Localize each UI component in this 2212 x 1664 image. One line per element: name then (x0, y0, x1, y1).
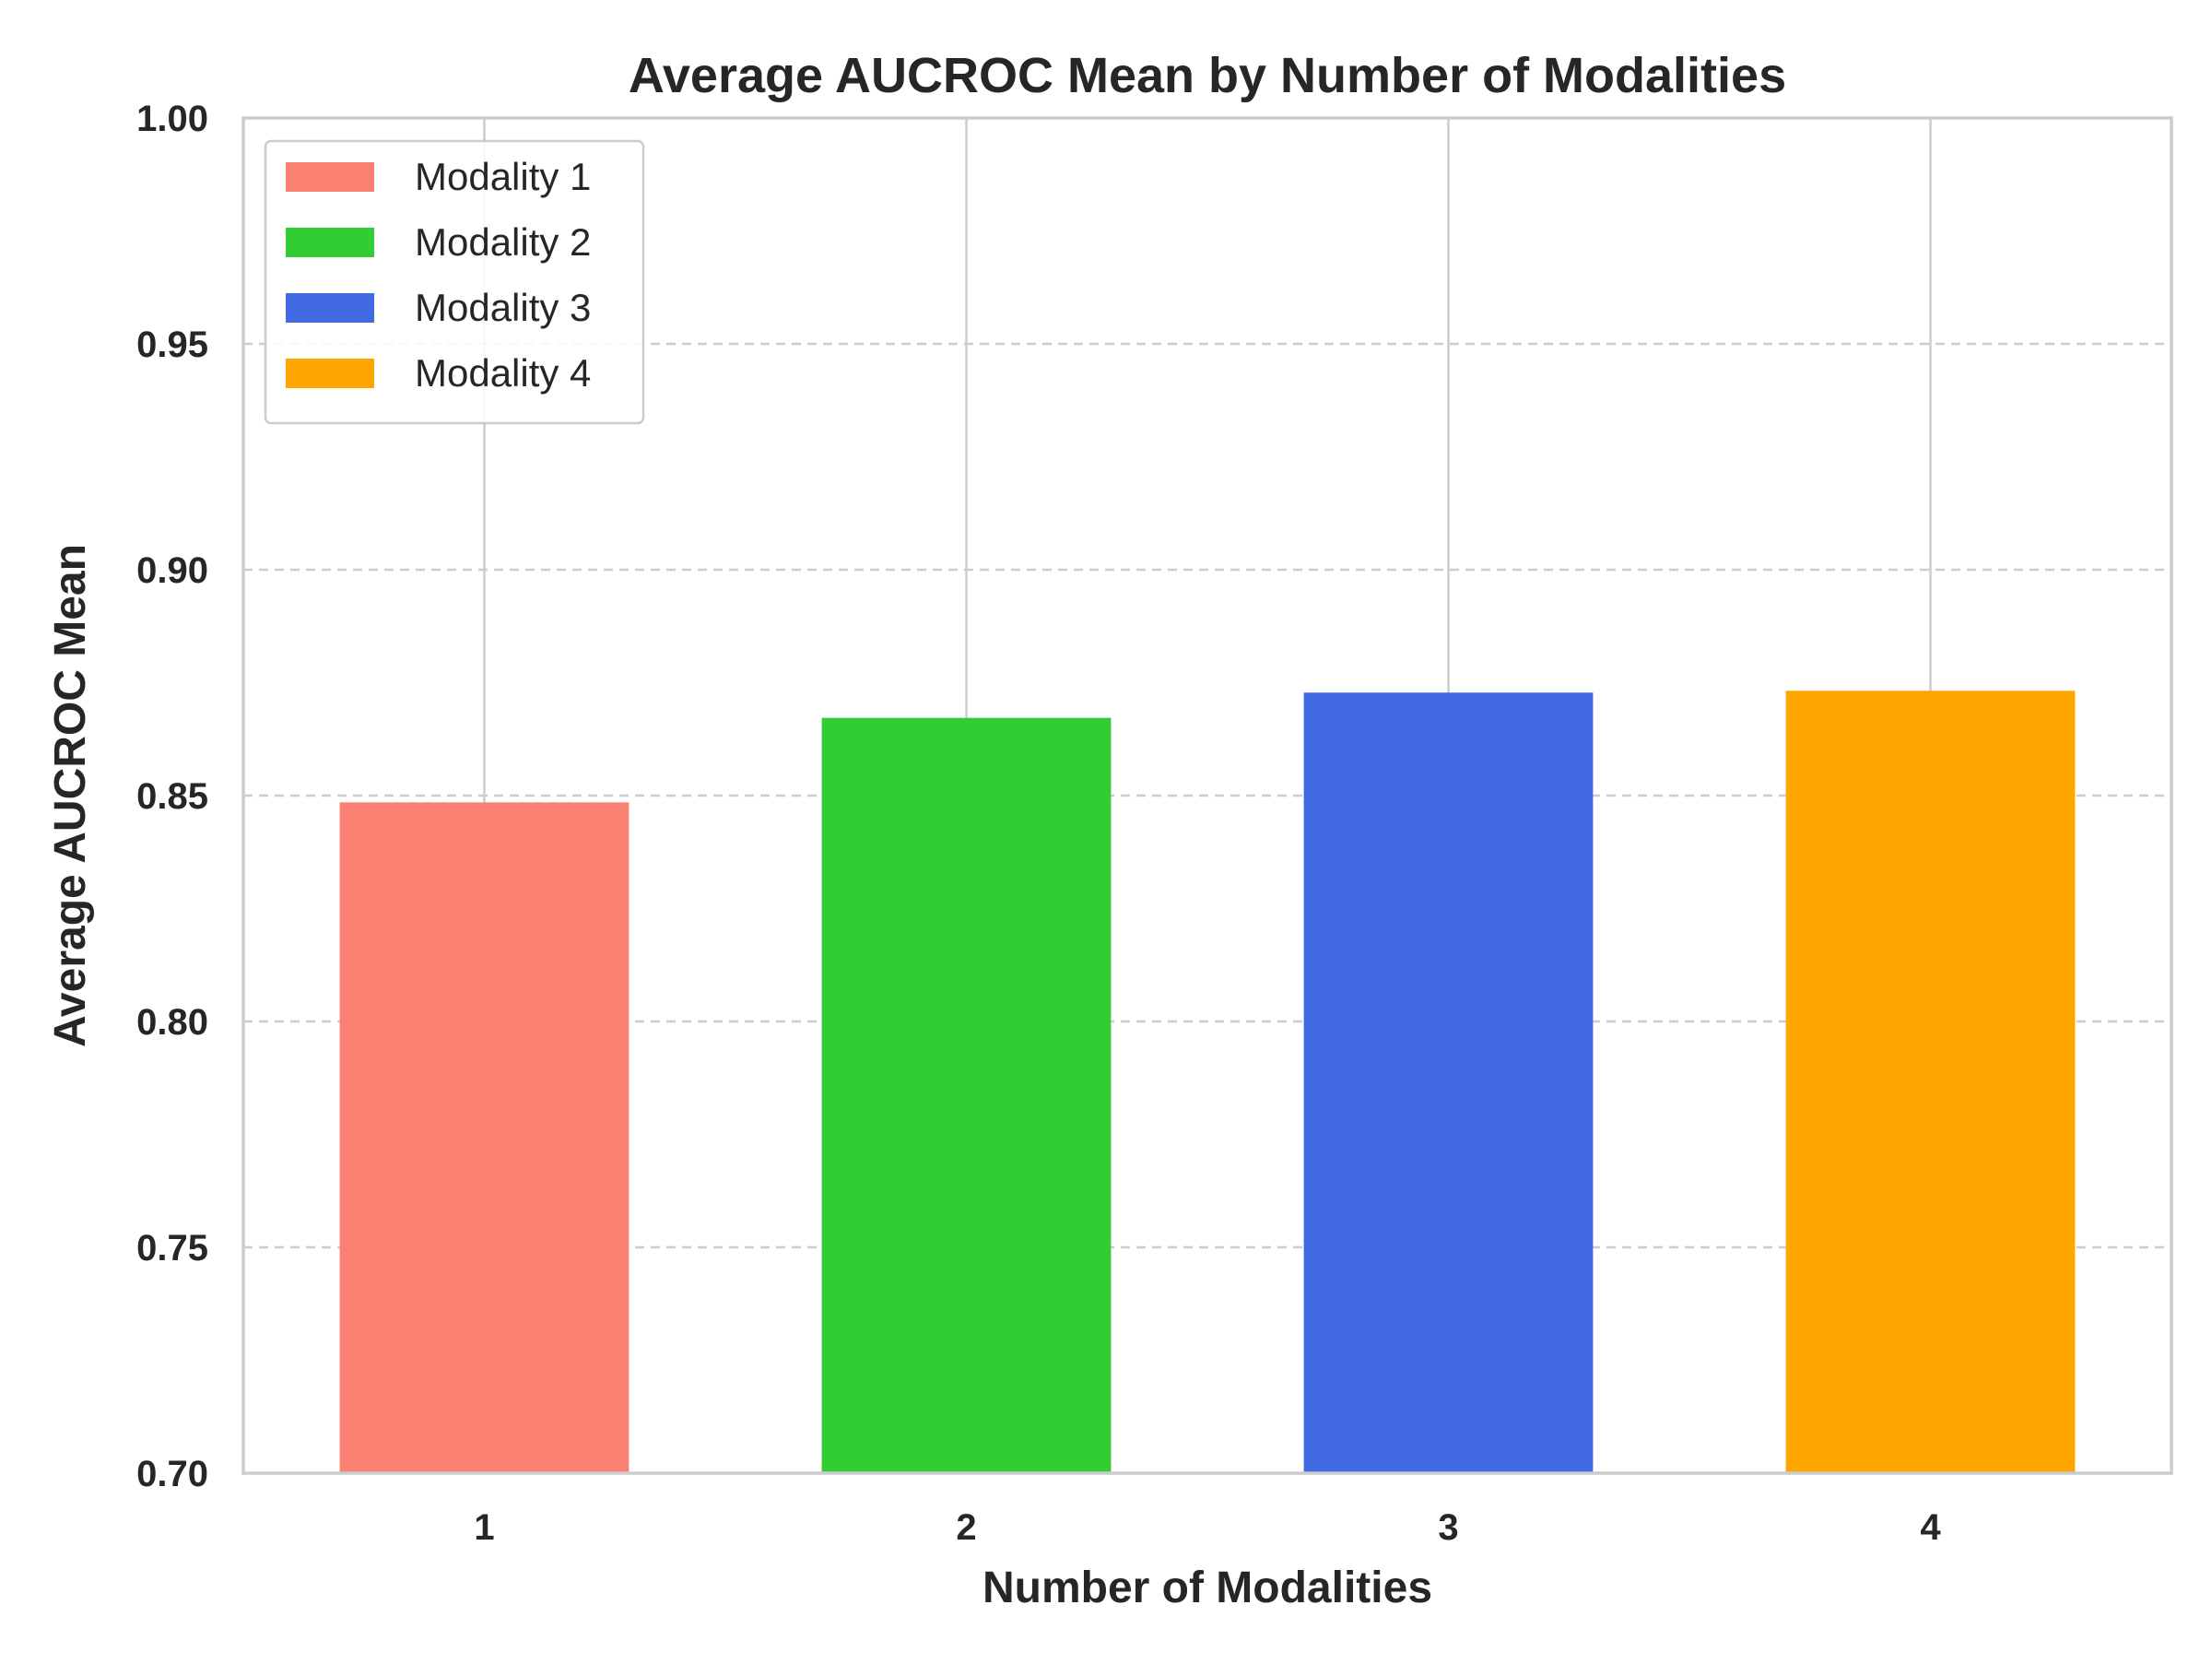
x-tick-label: 1 (474, 1507, 494, 1548)
legend-swatch (286, 359, 374, 388)
y-tick-label: 1.00 (136, 99, 208, 139)
plot-frame (241, 116, 2173, 1475)
bars (339, 690, 2076, 1473)
bar-modality-4[interactable] (1785, 690, 2076, 1473)
legend-swatch (286, 228, 374, 257)
legend-label: Modality 2 (415, 220, 591, 264)
x-tick-label: 4 (1920, 1507, 1941, 1548)
y-axis-label: Average AUCROC Mean (46, 544, 95, 1047)
y-tick-label: 0.80 (136, 1002, 208, 1043)
bar-modality-3[interactable] (1303, 692, 1594, 1473)
x-tick-label: 3 (1438, 1507, 1458, 1548)
y-tick-label: 0.70 (136, 1454, 208, 1494)
legend-label: Modality 1 (415, 155, 591, 198)
y-tick-label: 0.95 (136, 325, 208, 365)
y-tick-label: 0.75 (136, 1228, 208, 1269)
legend-box (264, 139, 645, 425)
x-tick-labels: 1 2 3 4 (474, 1507, 1941, 1548)
x-tick-label: 2 (956, 1507, 976, 1548)
y-tick-labels: 0.70 0.75 0.80 0.85 0.90 0.95 1.00 (136, 99, 208, 1494)
x-axis-label: Number of Modalities (982, 1564, 1432, 1612)
bar-modality-2[interactable] (821, 717, 1112, 1473)
legend-label: Modality 4 (415, 351, 591, 395)
y-tick-label: 0.85 (136, 776, 208, 817)
legend-swatch (286, 293, 374, 323)
bar-modality-1[interactable] (339, 802, 629, 1473)
y-tick-label: 0.90 (136, 550, 208, 591)
legend-label: Modality 3 (415, 286, 591, 329)
legend-swatch (286, 162, 374, 192)
chart-title: Average AUCROC Mean by Number of Modalit… (629, 48, 1786, 103)
legend: Modality 1 Modality 2 Modality 3 Modality 4 (264, 139, 645, 425)
